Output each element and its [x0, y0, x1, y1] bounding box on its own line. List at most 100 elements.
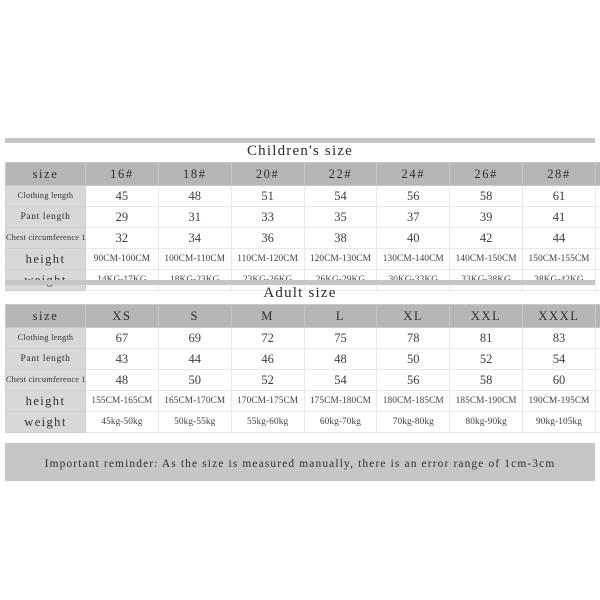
row-label-chest-circumference: Chest circumference 1/2 — [5, 369, 86, 391]
children-clothing-length-cell: 54 — [303, 185, 378, 207]
children-size-cell: 26# — [449, 162, 524, 186]
row-label-weight: weight — [5, 411, 86, 433]
adult-chest-cell: 60 — [522, 369, 596, 391]
adult-height-cell: 165CM-170CM — [157, 390, 232, 412]
row-label-height: height — [5, 390, 86, 412]
adult-weight-cell: 55kg-60kg — [230, 411, 305, 433]
adult-chest-cell: 58 — [449, 369, 524, 391]
table-row-pant-length: Pant length 43 44 46 48 50 52 54 — [5, 348, 600, 370]
children-height-cell: 140CM-150CM — [449, 248, 524, 270]
adult-pant-length-cell: 43 — [85, 348, 159, 370]
important-reminder-banner: Important reminder: As the size is measu… — [5, 447, 595, 481]
adult-weight-cell: 60kg-70kg — [303, 411, 378, 433]
children-pant-length-cell: 35 — [303, 206, 378, 228]
adult-height-cell: 170CM-175CM — [230, 390, 305, 412]
adult-weight-cell: 50kg-55kg — [157, 411, 232, 433]
adult-chest-cell: 56 — [376, 369, 451, 391]
children-clothing-length-cell: 48 — [157, 185, 232, 207]
row-label-clothing-length: Clothing length — [5, 327, 86, 349]
decorative-band-bottom — [5, 443, 595, 448]
adult-pant-length-cell: 50 — [376, 348, 451, 370]
children-pant-length-cell: 33 — [230, 206, 305, 228]
children-weight-cell: 42KG-45KG — [594, 269, 600, 291]
children-height-cell: 90CM-100CM — [85, 248, 159, 270]
adult-clothing-length-cell — [594, 327, 600, 349]
adult-size-cell: XXXL — [522, 304, 596, 328]
children-chest-cell: 46 — [594, 227, 600, 249]
children-size-cell: 30# — [594, 162, 600, 186]
children-size-cell: 24# — [376, 162, 451, 186]
table-row-height: height 90CM-100CM 100CM-110CM 110CM-120C… — [5, 248, 600, 270]
table-row-clothing-length: Clothing length 67 69 72 75 78 81 83 — [5, 327, 600, 349]
children-pant-length-cell: 41 — [522, 206, 596, 228]
adult-size-cell: XXXXL — [594, 304, 600, 328]
adult-size-cell: XXL — [449, 304, 524, 328]
adult-weight-cell: 70kg-80kg — [376, 411, 451, 433]
table-row-height: height 155CM-165CM 165CM-170CM 170CM-175… — [5, 390, 600, 412]
adult-clothing-length-cell: 69 — [157, 327, 232, 349]
adult-clothing-length-cell: 72 — [230, 327, 305, 349]
children-clothing-length-cell: 58 — [449, 185, 524, 207]
row-label-clothing-length: Clothing length — [5, 185, 86, 207]
adult-clothing-length-cell: 75 — [303, 327, 378, 349]
adult-weight-cell: 45kg-50kg — [85, 411, 159, 433]
children-chest-cell: 42 — [449, 227, 524, 249]
children-chest-cell: 38 — [303, 227, 378, 249]
children-size-table: size 16# 18# 20# 22# 24# 26# 28# 30# Clo… — [5, 162, 600, 291]
adult-clothing-length-cell: 78 — [376, 327, 451, 349]
adult-weight-cell — [594, 411, 600, 433]
adult-height-cell: 180CM-185CM — [376, 390, 451, 412]
adult-size-table: size XS S M L XL XXL XXXL XXXXL Clothing… — [5, 304, 600, 433]
table-row-chest: Chest circumference 1/2 32 34 36 38 40 4… — [5, 227, 600, 249]
decorative-band-middle — [5, 280, 595, 285]
adult-weight-cell: 80kg-90kg — [449, 411, 524, 433]
adult-size-cell: XS — [85, 304, 159, 328]
row-label-size: size — [5, 162, 86, 186]
table-row-clothing-length: Clothing length 45 48 51 54 56 58 61 63 — [5, 185, 600, 207]
children-clothing-length-cell: 63 — [594, 185, 600, 207]
children-chest-cell: 34 — [157, 227, 232, 249]
adult-height-cell — [594, 390, 600, 412]
adult-pant-length-cell: 48 — [303, 348, 378, 370]
children-pant-length-cell: 31 — [157, 206, 232, 228]
adult-pant-length-cell: 52 — [449, 348, 524, 370]
adult-pant-length-cell: 54 — [522, 348, 596, 370]
adult-chest-cell: 50 — [157, 369, 232, 391]
adult-size-cell: M — [230, 304, 305, 328]
table-row-pant-length: Pant length 29 31 33 35 37 39 41 42 — [5, 206, 600, 228]
adult-chest-cell: 52 — [230, 369, 305, 391]
adult-weight-cell: 90kg-105kg — [522, 411, 596, 433]
children-size-cell: 28# — [522, 162, 596, 186]
children-clothing-length-cell: 61 — [522, 185, 596, 207]
adult-pant-length-cell: 46 — [230, 348, 305, 370]
adult-size-title: Adult size — [263, 285, 337, 301]
children-height-cell: 120CM-130CM — [303, 248, 378, 270]
children-height-cell: 110CM-120CM — [230, 248, 305, 270]
adult-chest-cell: 54 — [303, 369, 378, 391]
adult-pant-length-cell: 44 — [157, 348, 232, 370]
table-row-size-header: size XS S M L XL XXL XXXL XXXXL — [5, 304, 600, 328]
children-clothing-length-cell: 45 — [85, 185, 159, 207]
children-size-cell: 20# — [230, 162, 305, 186]
row-label-pant-length: Pant length — [5, 206, 86, 228]
reminder-text: Important reminder: As the size is measu… — [44, 458, 556, 470]
children-height-cell: 150CM-155CM — [522, 248, 596, 270]
adult-clothing-length-cell: 83 — [522, 327, 596, 349]
table-row-size-header: size 16# 18# 20# 22# 24# 26# 28# 30# — [5, 162, 600, 186]
row-label-pant-length: Pant length — [5, 348, 86, 370]
row-label-chest-circumference: Chest circumference 1/2 — [5, 227, 86, 249]
children-height-cell: 155CM-160CM — [594, 248, 600, 270]
adult-size-cell: S — [157, 304, 232, 328]
adult-height-cell: 175CM-180CM — [303, 390, 378, 412]
children-pant-length-cell: 29 — [85, 206, 159, 228]
decorative-band-top — [5, 138, 595, 143]
adult-chest-cell: 48 — [85, 369, 159, 391]
adult-height-cell: 155CM-165CM — [85, 390, 159, 412]
children-size-cell: 22# — [303, 162, 378, 186]
adult-size-cell: L — [303, 304, 378, 328]
children-clothing-length-cell: 56 — [376, 185, 451, 207]
children-clothing-length-cell: 51 — [230, 185, 305, 207]
adult-pant-length-cell — [594, 348, 600, 370]
children-pant-length-cell: 39 — [449, 206, 524, 228]
